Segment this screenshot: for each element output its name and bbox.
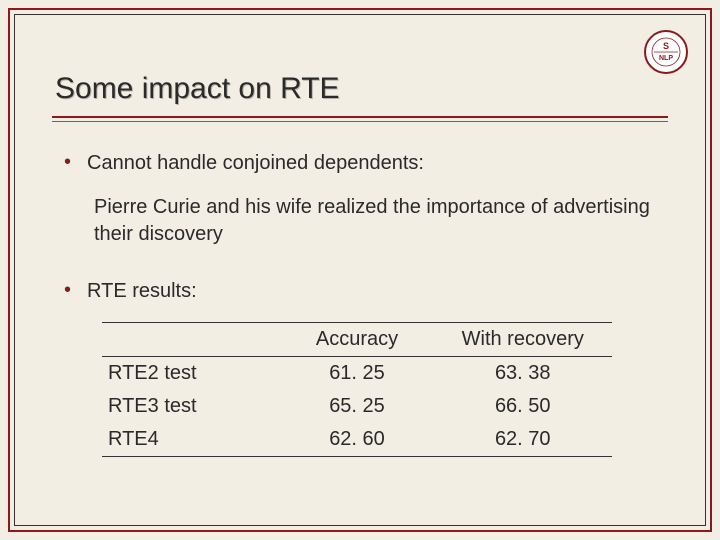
table-header-row: Accuracy With recovery xyxy=(102,323,612,357)
table-row: RTE3 test 65. 25 66. 50 xyxy=(102,390,612,423)
table-cell: 63. 38 xyxy=(434,357,613,391)
bullet-item: • Cannot handle conjoined dependents: xyxy=(60,150,670,176)
logo-top-text: S xyxy=(663,41,669,51)
stanford-nlp-logo: S NLP xyxy=(644,30,688,74)
table-cell: RTE3 test xyxy=(102,390,281,423)
table-cell: RTE2 test xyxy=(102,357,281,391)
logo-bottom-text: NLP xyxy=(659,55,673,62)
table-cell: 65. 25 xyxy=(281,390,434,423)
table-cell: 66. 50 xyxy=(434,390,613,423)
table-row: RTE4 62. 60 62. 70 xyxy=(102,423,612,457)
bullet-dot-icon: • xyxy=(64,150,71,174)
title-underline-major xyxy=(52,116,668,118)
slide: S NLP Some impact on RTE • Cannot handle… xyxy=(0,0,720,540)
table-cell: 62. 60 xyxy=(281,423,434,457)
title-underline-minor xyxy=(52,121,668,122)
table-cell: 61. 25 xyxy=(281,357,434,391)
table-cell: RTE4 xyxy=(102,423,281,457)
bullet-text: Cannot handle conjoined dependents: xyxy=(87,150,424,176)
table-header-cell: Accuracy xyxy=(281,323,434,357)
results-table: Accuracy With recovery RTE2 test 61. 25 … xyxy=(102,322,612,457)
slide-title: Some impact on RTE xyxy=(55,72,340,106)
bullet-text: RTE results: xyxy=(87,278,197,304)
table-cell: 62. 70 xyxy=(434,423,613,457)
content-area: • Cannot handle conjoined dependents: Pi… xyxy=(60,150,670,457)
table-header-cell xyxy=(102,323,281,357)
bullet-dot-icon: • xyxy=(64,278,71,302)
table-header-cell: With recovery xyxy=(434,323,613,357)
example-sentence: Pierre Curie and his wife realized the i… xyxy=(94,194,670,248)
table-row: RTE2 test 61. 25 63. 38 xyxy=(102,357,612,391)
bullet-item: • RTE results: xyxy=(60,278,670,304)
